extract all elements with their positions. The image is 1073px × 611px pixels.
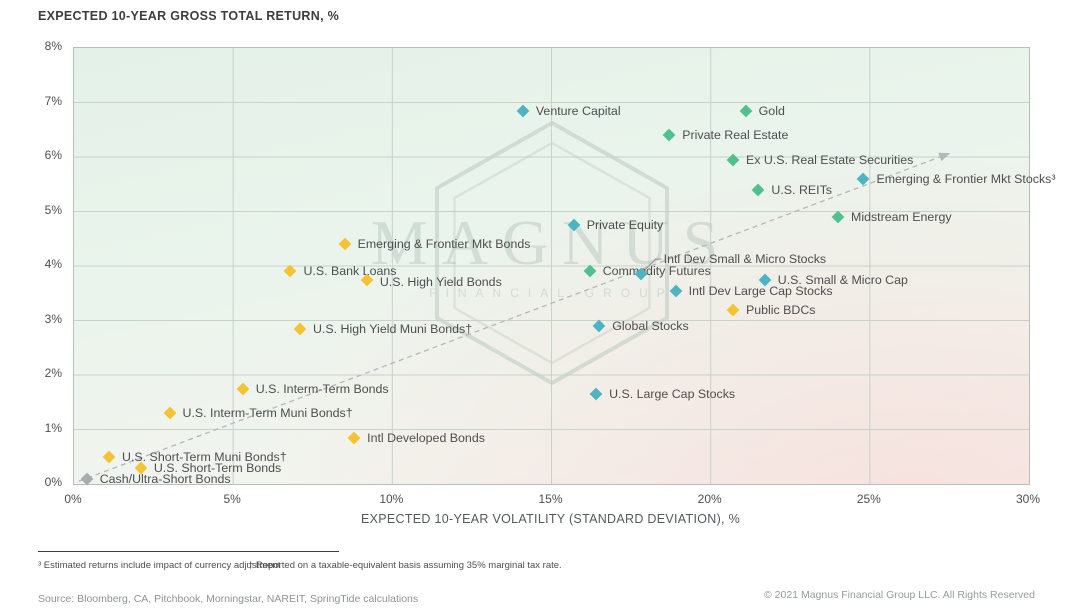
y-tick-label: 0% [44,475,62,489]
x-tick-label: 25% [856,492,881,506]
data-point-label: Venture Capital [535,103,621,118]
data-point-label: Emerging & Frontier Mkt Bonds [357,237,531,252]
plot-area: MAGNUS FINANCIAL GROUP Venture Capital Go… [73,47,1055,486]
data-point-label: U.S. High Yield Bonds [379,274,502,289]
x-tick-label: 15% [538,492,563,506]
x-axis-title: EXPECTED 10-YEAR VOLATILITY (STANDARD DE… [360,512,741,526]
data-point-label: U.S. REITs [771,182,832,197]
x-tick-label: 0% [64,492,82,506]
data-point-label: Public BDCs [745,302,816,317]
data-point-label: Commodity Futures [602,264,711,279]
data-point-label: Private Equity [586,218,664,233]
data-point-label: Intl Developed Bonds [367,430,485,445]
y-tick-label: 5% [44,202,62,217]
y-tick-label: 2% [44,366,62,380]
footnote-currency: ³ Estimated returns include impact of cu… [38,560,281,571]
data-point-label: U.S. Interm-Term Bonds [255,381,389,396]
footnote-divider [38,551,339,552]
y-tick-label: 1% [44,420,62,435]
data-point-label: Intl Dev Small & Micro Stocks [663,252,827,267]
data-point-label: U.S. Interm-Term Muni Bonds† [182,406,353,421]
footnote-tax: † Reported on a taxable-equivalent basis… [248,560,562,571]
data-point-label: U.S. High Yield Muni Bonds† [313,321,473,336]
trend-arrow-head [938,152,951,162]
data-point-label: U.S. Large Cap Stocks [609,387,736,402]
data-point-label: Global Stocks [612,318,689,333]
data-point-label: Ex U.S. Real Estate Securities [745,152,914,167]
copyright-note: © 2021 Magnus Financial Group LLC. All R… [764,589,1035,601]
data-point-label: Midstream Energy [851,209,952,224]
data-point-label: Cash/Ultra-Short Bonds [99,471,231,486]
data-point-label: U.S. Small & Micro Cap [777,272,908,287]
data-point-label: Intl Dev Large Cap Stocks [688,283,833,298]
data-point-label: Gold [758,103,785,118]
y-tick-label: 4% [44,257,62,271]
y-tick-label: 6% [44,148,62,162]
x-tick-label: 30% [1015,492,1041,506]
source-note: Source: Bloomberg, CA, Pitchbook, Mornin… [38,593,419,605]
data-point-label: U.S. Short-Term Bonds [153,460,282,475]
y-tick-label: 7% [44,93,62,108]
x-tick-label: 5% [223,492,241,506]
data-point-label: U.S. Short-Term Muni Bonds† [122,449,287,464]
x-tick-label: 20% [697,492,722,506]
label-callout-line [644,258,662,271]
data-point-label: Emerging & Frontier Mkt Stocks³ [876,171,1056,186]
x-tick-label: 10% [379,492,404,506]
trend-arrow-line [78,156,941,482]
chart-title: EXPECTED 10-YEAR GROSS TOTAL RETURN, % [38,9,340,23]
y-tick-label: 3% [44,311,62,326]
data-point-label: Private Real Estate [682,128,789,143]
chart-canvas [74,48,1029,484]
data-point-label: U.S. Bank Loans [303,264,397,279]
y-tick-label: 8% [44,39,62,53]
